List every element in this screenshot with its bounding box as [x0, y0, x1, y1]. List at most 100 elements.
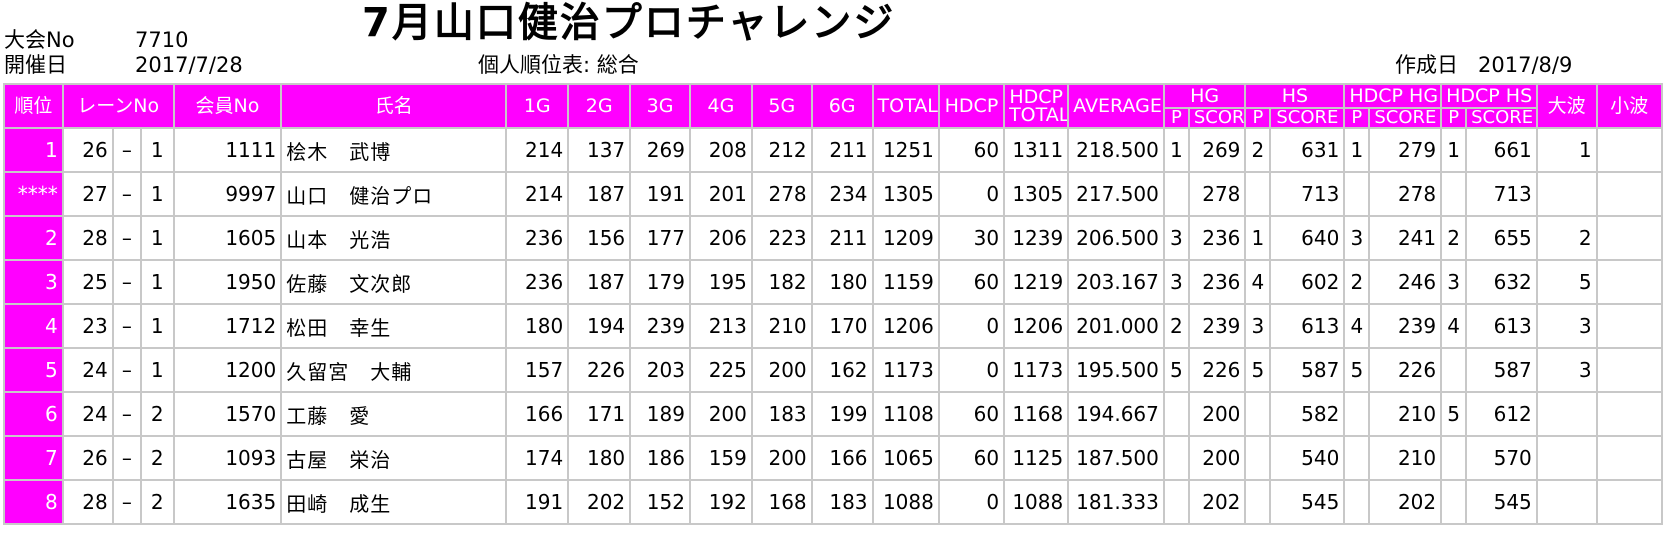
- cell-average: 187.500: [1067, 435, 1165, 481]
- cell-hdcp-hg-p: 3: [1343, 215, 1371, 261]
- cell-hg-p: [1162, 435, 1190, 481]
- table-row: 6 24–2 1570 工藤 愛 166 171 189 200 183 199 1108 60 116…: [3, 391, 1664, 437]
- cell-hdcp-hs-score: 655: [1465, 215, 1538, 261]
- cell-hdcp-hs-p: [1440, 435, 1468, 481]
- cell-game-4: 225: [688, 347, 753, 393]
- cell-game-4: 206: [688, 215, 753, 261]
- cell-lane-sub: 1: [139, 171, 175, 217]
- cell-game-1: 214: [505, 171, 570, 217]
- cell-game-2: 202: [567, 479, 632, 525]
- cell-game-3: 177: [629, 215, 691, 261]
- cell-hg-score: 269: [1187, 127, 1247, 173]
- cell-game-1: 191: [505, 479, 570, 525]
- col-hdcp-hs-score: SCORE: [1465, 107, 1538, 129]
- cell-hs-score: 582: [1269, 391, 1346, 437]
- table-row: 7 26–2 1093 古屋 栄治 174 180 186 159 200 166 1065 60 11…: [3, 435, 1664, 481]
- cell-hdcp-total: 1173: [1003, 347, 1070, 393]
- created-value: 2017/8/9: [1478, 53, 1573, 77]
- table-row: 5 24–1 1200 久留宮 大輔 157 226 203 225 200 162 1173 0 11…: [3, 347, 1664, 393]
- col-name: 氏名: [280, 83, 508, 129]
- cell-player-name: 工藤 愛: [280, 391, 508, 437]
- cell-lane-sub: 1: [139, 303, 175, 349]
- cell-game-4: 200: [688, 391, 753, 437]
- cell-total: 1206: [871, 303, 940, 349]
- date-value: 2017/7/28: [135, 53, 243, 77]
- cell-total: 1251: [871, 127, 940, 173]
- col-hdcp-hg: HDCP HG: [1343, 83, 1443, 109]
- cell-small-wave: [1595, 215, 1664, 261]
- cell-total: 1159: [871, 259, 940, 305]
- cell-hdcp-hs-p: [1440, 479, 1468, 525]
- cell-hdcp-total: 1088: [1003, 479, 1070, 525]
- table-row: 8 28–2 1635 田崎 成生 191 202 152 192 168 183 1088 0 108…: [3, 479, 1664, 525]
- cell-hdcp-hg-score: 202: [1368, 479, 1443, 525]
- cell-total: 1108: [871, 391, 940, 437]
- cell-lane-sub: 2: [139, 435, 175, 481]
- cell-lane-dash: –: [111, 391, 142, 437]
- cell-lane-no: 26: [61, 127, 114, 173]
- col-hdcp: HDCP: [937, 83, 1006, 129]
- cell-game-2: 187: [567, 171, 632, 217]
- col-member: 会員No: [172, 83, 283, 129]
- cell-hdcp-hg-p: [1343, 479, 1371, 525]
- cell-game-4: 201: [688, 171, 753, 217]
- cell-hdcp-hg-score: 241: [1368, 215, 1443, 261]
- cell-hdcp: 0: [937, 171, 1006, 217]
- meet-no-value: 7710: [135, 28, 189, 52]
- cell-hdcp-hs-score: 713: [1465, 171, 1538, 217]
- cell-average: 218.500: [1067, 127, 1165, 173]
- cell-game-5: 168: [750, 479, 813, 525]
- col-4g: 4G: [688, 83, 753, 129]
- cell-small-wave: [1595, 347, 1664, 393]
- cell-total: 1065: [871, 435, 940, 481]
- col-5g: 5G: [750, 83, 813, 129]
- cell-player-name: 田崎 成生: [280, 479, 508, 525]
- cell-hdcp-total: 1239: [1003, 215, 1070, 261]
- col-hdcp-hs-p: P: [1440, 107, 1468, 129]
- cell-hdcp-hs-score: 612: [1465, 391, 1538, 437]
- cell-row-rank: 5: [3, 347, 64, 393]
- cell-game-6: 211: [810, 127, 874, 173]
- cell-member-no: 1111: [172, 127, 283, 173]
- col-small-wave: 小波: [1595, 83, 1664, 129]
- cell-lane-sub: 2: [139, 391, 175, 437]
- cell-lane-no: 25: [61, 259, 114, 305]
- cell-hdcp-hs-score: 661: [1465, 127, 1538, 173]
- cell-hdcp: 60: [937, 127, 1006, 173]
- cell-hdcp: 60: [937, 391, 1006, 437]
- cell-hdcp-hg-p: 2: [1343, 259, 1371, 305]
- col-hdcp-total-line2: TOTAL: [1009, 104, 1069, 126]
- cell-game-3: 239: [629, 303, 691, 349]
- cell-row-rank: 1: [3, 127, 64, 173]
- cell-hg-p: 5: [1162, 347, 1190, 393]
- cell-game-5: 182: [750, 259, 813, 305]
- cell-row-rank: 6: [3, 391, 64, 437]
- cell-hg-p: [1162, 171, 1190, 217]
- cell-game-6: 234: [810, 171, 874, 217]
- col-hg-p: P: [1162, 107, 1190, 129]
- col-big-wave: 大波: [1535, 83, 1598, 129]
- cell-hdcp-total: 1305: [1003, 171, 1070, 217]
- cell-game-1: 236: [505, 215, 570, 261]
- cell-hdcp: 60: [937, 259, 1006, 305]
- cell-game-4: 159: [688, 435, 753, 481]
- cell-average: 203.167: [1067, 259, 1165, 305]
- cell-hs-p: 4: [1244, 259, 1272, 305]
- cell-small-wave: [1595, 479, 1664, 525]
- cell-hdcp-hg-p: 5: [1343, 347, 1371, 393]
- cell-big-wave: 2: [1535, 215, 1598, 261]
- cell-lane-no: 28: [61, 215, 114, 261]
- col-2g: 2G: [567, 83, 632, 129]
- table-row: 4 23–1 1712 松田 幸生 180 194 239 213 210 170 1206 0 120…: [3, 303, 1664, 349]
- cell-game-6: 162: [810, 347, 874, 393]
- cell-lane-dash: –: [111, 259, 142, 305]
- cell-game-5: 278: [750, 171, 813, 217]
- cell-row-rank: 7: [3, 435, 64, 481]
- cell-lane-sub: 1: [139, 127, 175, 173]
- cell-hdcp-hg-p: 1: [1343, 127, 1371, 173]
- col-1g: 1G: [505, 83, 570, 129]
- cell-hdcp: 0: [937, 347, 1006, 393]
- cell-lane-dash: –: [111, 435, 142, 481]
- cell-hdcp-total: 1219: [1003, 259, 1070, 305]
- cell-hdcp-hs-p: 4: [1440, 303, 1468, 349]
